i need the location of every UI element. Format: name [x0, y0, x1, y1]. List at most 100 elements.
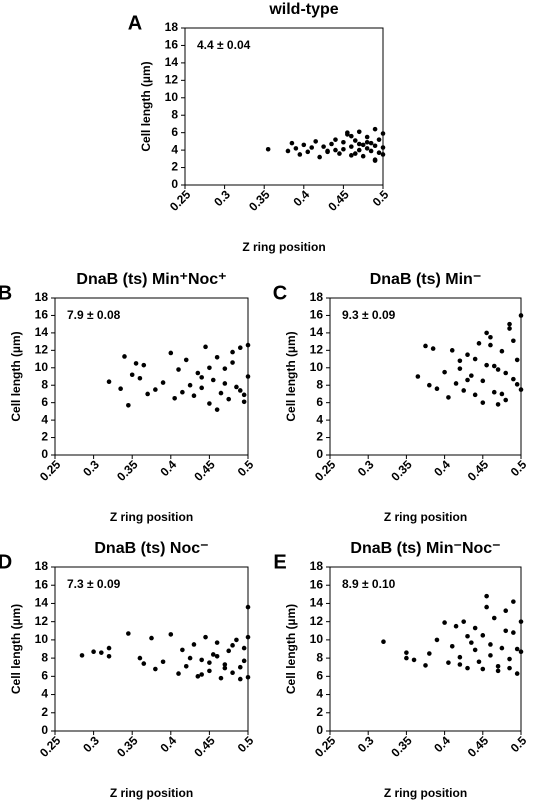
data-point — [218, 390, 224, 396]
x-tick-label: 0.25 — [312, 733, 339, 760]
y-tick-label: 2 — [316, 430, 323, 444]
data-point — [285, 148, 291, 154]
y-tick-label: 14 — [35, 325, 49, 339]
data-point — [118, 386, 123, 392]
data-point — [491, 615, 497, 621]
annotation: 4.4 ± 0.04 — [197, 38, 251, 52]
y-tick-label: 4 — [41, 687, 48, 701]
y-tick-label: 2 — [41, 705, 48, 719]
plot-frame — [54, 566, 249, 732]
data-point — [404, 650, 409, 655]
data-point — [499, 645, 505, 651]
data-point — [172, 396, 177, 401]
data-point — [453, 381, 459, 386]
data-point — [449, 348, 455, 353]
data-point — [321, 144, 326, 149]
x-tick-label: 0.45 — [465, 733, 492, 760]
data-point — [446, 395, 451, 400]
data-point — [442, 369, 447, 375]
data-point — [514, 382, 520, 387]
data-point — [230, 349, 235, 355]
data-point — [305, 149, 311, 155]
x-tick-label: 0.5 — [508, 733, 530, 755]
data-point — [245, 634, 251, 640]
data-point — [168, 632, 174, 637]
data-point — [465, 352, 470, 357]
data-point — [160, 380, 166, 385]
data-point — [514, 671, 520, 676]
y-tick-label: 12 — [165, 73, 179, 87]
x-tick-label: 0.3 — [80, 733, 102, 755]
data-point — [480, 378, 486, 384]
data-point — [488, 342, 493, 348]
data-point — [491, 363, 497, 369]
x-tick-label: 0.25 — [167, 187, 194, 214]
annotation: 9.3 ± 0.09 — [342, 308, 396, 322]
y-tick-label: 18 — [35, 559, 49, 573]
data-point — [313, 139, 318, 144]
annotation: 8.9 ± 0.10 — [342, 577, 396, 591]
data-point — [423, 663, 428, 668]
data-point — [199, 385, 204, 391]
data-point — [241, 399, 247, 405]
data-point — [514, 646, 520, 652]
data-point — [126, 631, 131, 636]
data-point — [241, 392, 247, 398]
data-point — [511, 338, 516, 344]
y-tick-label: 0 — [316, 723, 323, 737]
y-tick-label: 10 — [35, 360, 49, 374]
panel-title: wild-type — [268, 1, 338, 18]
y-tick-label: 10 — [165, 90, 179, 104]
y-tick-label: 10 — [35, 632, 49, 646]
y-tick-label: 4 — [316, 412, 323, 426]
data-point — [488, 642, 493, 647]
data-point — [356, 147, 362, 153]
x-tick-label: 0.4 — [157, 733, 179, 755]
x-tick-label: 0.5 — [235, 733, 257, 755]
data-point — [476, 341, 482, 346]
data-point — [480, 666, 486, 672]
data-point — [423, 343, 428, 349]
y-tick-label: 16 — [35, 308, 49, 322]
data-point — [207, 401, 212, 406]
data-point — [372, 157, 378, 163]
y-tick-label: 6 — [171, 125, 178, 139]
y-tick-label: 16 — [310, 577, 324, 591]
data-point — [488, 334, 493, 340]
data-point — [218, 675, 224, 681]
data-point — [457, 662, 463, 667]
y-tick-label: 2 — [316, 705, 323, 719]
data-point — [245, 674, 251, 680]
data-point — [214, 407, 220, 412]
data-point — [234, 637, 239, 643]
data-point — [507, 656, 512, 662]
y-tick-label: 2 — [171, 160, 178, 174]
y-tick-label: 14 — [165, 55, 179, 69]
y-tick-label: 18 — [165, 20, 179, 34]
data-point — [137, 375, 143, 381]
x-tick-label: 0.45 — [191, 733, 218, 760]
x-tick-label: 0.25 — [312, 457, 339, 484]
data-point — [381, 639, 386, 645]
data-point — [461, 388, 467, 393]
y-tick-label: 4 — [41, 412, 48, 426]
x-tick-label: 0.25 — [37, 733, 64, 760]
data-point — [457, 358, 463, 364]
data-point — [301, 142, 307, 148]
data-point — [222, 662, 228, 667]
data-point — [99, 650, 104, 655]
y-tick-label: 6 — [316, 395, 323, 409]
data-point — [245, 342, 251, 348]
data-point — [518, 649, 524, 655]
data-point — [122, 354, 127, 359]
data-point — [199, 672, 204, 677]
data-point — [207, 668, 212, 674]
x-tick-label: 0.35 — [388, 733, 415, 760]
y-tick-label: 12 — [310, 343, 324, 357]
data-point — [199, 375, 204, 380]
y-tick-label: 8 — [316, 650, 323, 664]
data-point — [484, 362, 489, 368]
x-axis-label: Z ring position — [110, 510, 193, 524]
y-axis-label: Cell length (µm) — [284, 604, 298, 694]
data-point — [207, 660, 212, 665]
